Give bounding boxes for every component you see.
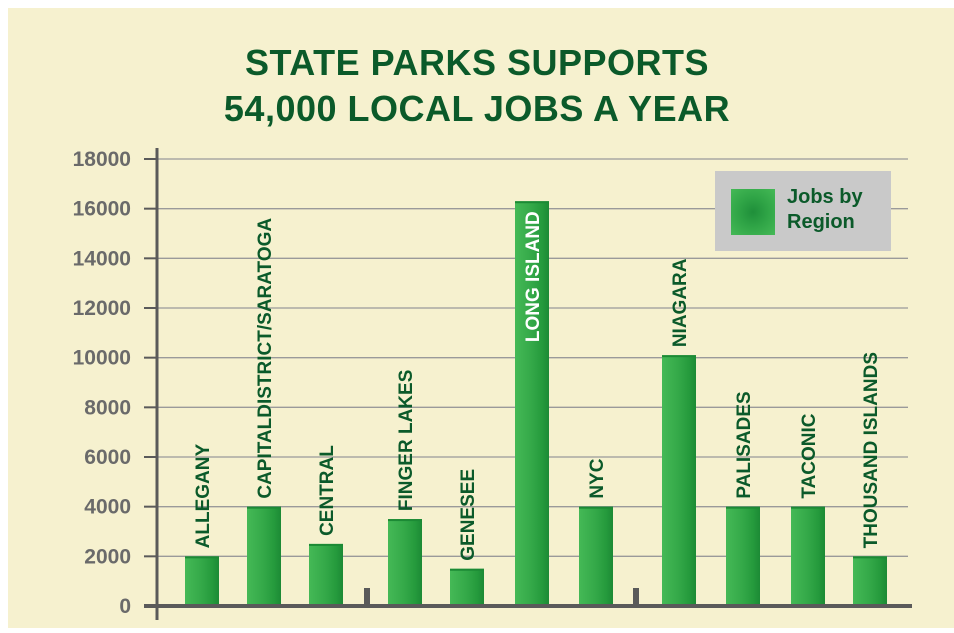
chart-title-line-2: 54,000 LOCAL JOBS A YEAR [223,88,731,129]
y-tick-label: 18000 [73,148,131,171]
bar [791,506,825,606]
bar-top-edge [791,506,825,509]
y-tick-labels: 0 2000 4000 6000 8000 10000 12000 14000 16000 180… [73,148,131,618]
chart-title: STATE PARKS SUPPORTS 54,000 LOCAL JOBS A… [0,40,954,132]
bar-label: NYC [587,458,608,498]
axes [144,148,912,620]
legend-label: Jobs by Region [787,185,887,235]
bar-label: ALLEGANY [193,444,214,549]
baseline-marker [364,588,370,606]
bar-top-edge [853,556,887,559]
bar-top-edge [579,506,613,509]
y-tick-label: 4000 [84,496,131,519]
bar-top-edge [247,506,281,509]
y-tick-label: 0 [119,595,131,618]
legend-swatch [731,189,775,235]
y-tick-label: 14000 [73,247,131,270]
bar-top-edge [515,201,549,204]
y-tick-label: 12000 [73,297,131,320]
bar [388,519,422,606]
bar-top-edge [662,355,696,358]
bars [185,201,887,606]
bar [579,506,613,606]
bar-label: THOUSAND ISLANDS [861,352,882,548]
bar [450,568,484,606]
bar-top-edge [726,506,760,509]
bar [247,506,281,606]
y-tick-label: 6000 [84,446,131,469]
chart-title-line-1: STATE PARKS SUPPORTS [244,42,710,83]
bar-top-edge [309,543,343,546]
bar [515,201,549,606]
y-tick-label: 2000 [84,545,131,568]
bar [853,556,887,606]
bar-label: GENESEE [458,469,479,561]
bar [185,556,219,606]
legend-label-line-1: Jobs by [787,186,863,208]
y-tick-label: 8000 [84,396,131,419]
bar-top-edge [450,568,484,571]
bar-label: PALISADES [734,391,755,498]
legend: Jobs by Region [715,171,891,251]
bar-top-edge [388,519,422,522]
y-tick-label: 10000 [73,347,131,370]
bar-label: CAPITALDISTRICT/SARATOGA [255,218,276,499]
bar-label: FINGER LAKES [396,370,417,511]
bar [309,543,343,606]
baseline-marker [633,588,639,606]
y-tick-label: 16000 [73,198,131,221]
bar-label: LONG ISLAND [523,211,544,342]
bar-label: CENTRAL [317,445,338,536]
bar [726,506,760,606]
bar-top-edge [185,556,219,559]
bar-label: TACONIC [799,413,820,498]
legend-label-line-2: Region [787,211,855,233]
bar-label: NIAGARA [670,258,691,347]
bar-labels: ALLEGANY CAPITALDISTRICT/SARATOGA CENTRAL F… [193,211,882,561]
bar [662,355,696,606]
